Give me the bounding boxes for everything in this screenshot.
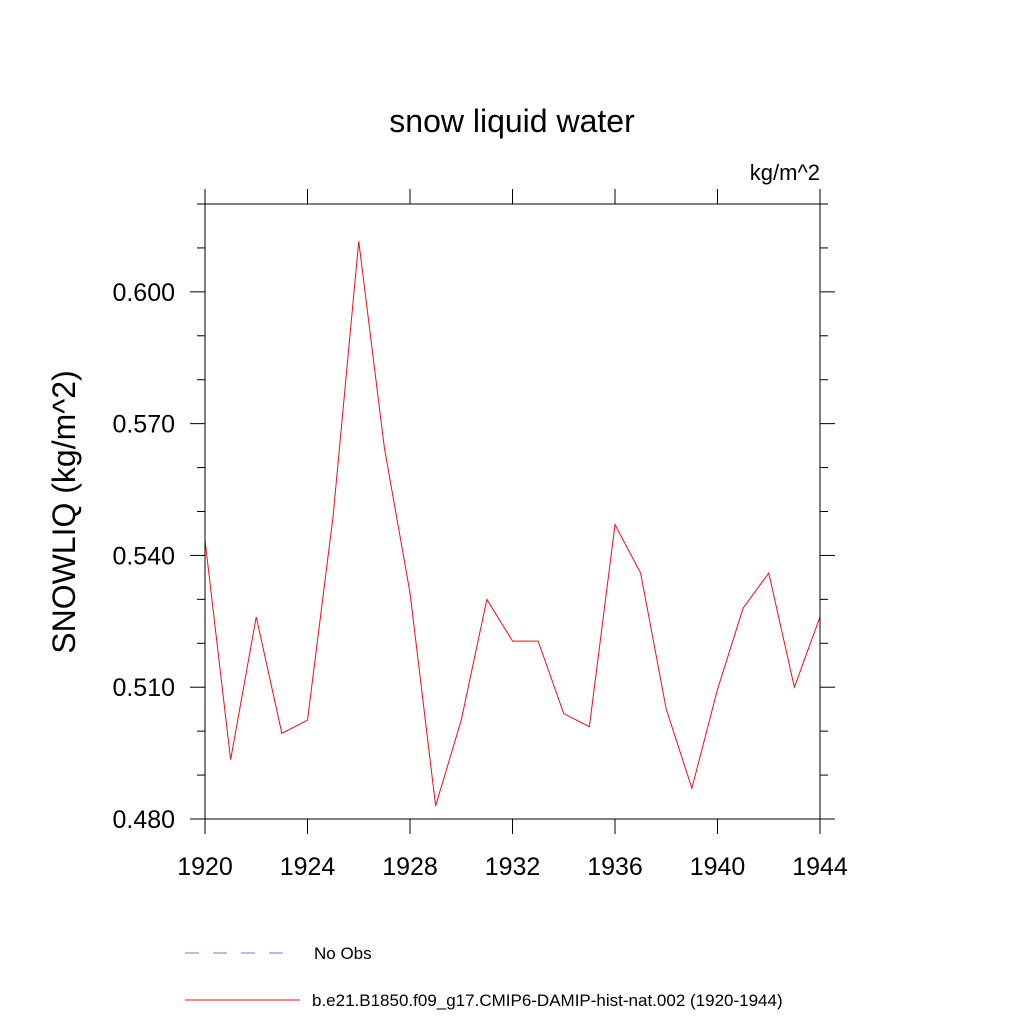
y-tick-label: 0.510 [112, 674, 175, 702]
series-1 [204, 241, 821, 806]
y-axis-label: SNOWLIQ (kg/m^2) [46, 370, 82, 653]
series-line [204, 241, 821, 806]
y-tick-label: 0.540 [112, 542, 175, 570]
x-tick-label: 1944 [792, 853, 848, 881]
x-tick-label: 1920 [177, 853, 233, 881]
major-ticks [190, 189, 835, 834]
y-tick-labels: 0.480 0.510 0.540 0.570 0.600 [112, 279, 175, 834]
y-tick-label: 0.600 [112, 279, 175, 307]
legend-label-no-obs: No Obs [314, 944, 372, 963]
x-tick-label: 1924 [280, 853, 336, 881]
x-tick-label: 1936 [587, 853, 643, 881]
units-label: kg/m^2 [750, 160, 820, 185]
legend: No Obs b.e21.B1850.f09_g17.CMIP6-DAMIP-h… [185, 944, 783, 1010]
legend-label-model-run: b.e21.B1850.f09_g17.CMIP6-DAMIP-hist-nat… [312, 991, 783, 1010]
series-layer [204, 241, 821, 806]
y-tick-label: 0.570 [112, 411, 175, 439]
plot-frame [204, 203, 821, 820]
x-tick-label: 1940 [690, 853, 746, 881]
y-tick-label: 0.480 [112, 806, 175, 834]
x-tick-label: 1932 [485, 853, 541, 881]
chart-title: snow liquid water [389, 103, 635, 139]
x-tick-label: 1928 [382, 853, 438, 881]
minor-ticks [197, 203, 828, 776]
x-tick-labels: 1920 1924 1928 1932 1936 1940 1944 [177, 853, 848, 881]
